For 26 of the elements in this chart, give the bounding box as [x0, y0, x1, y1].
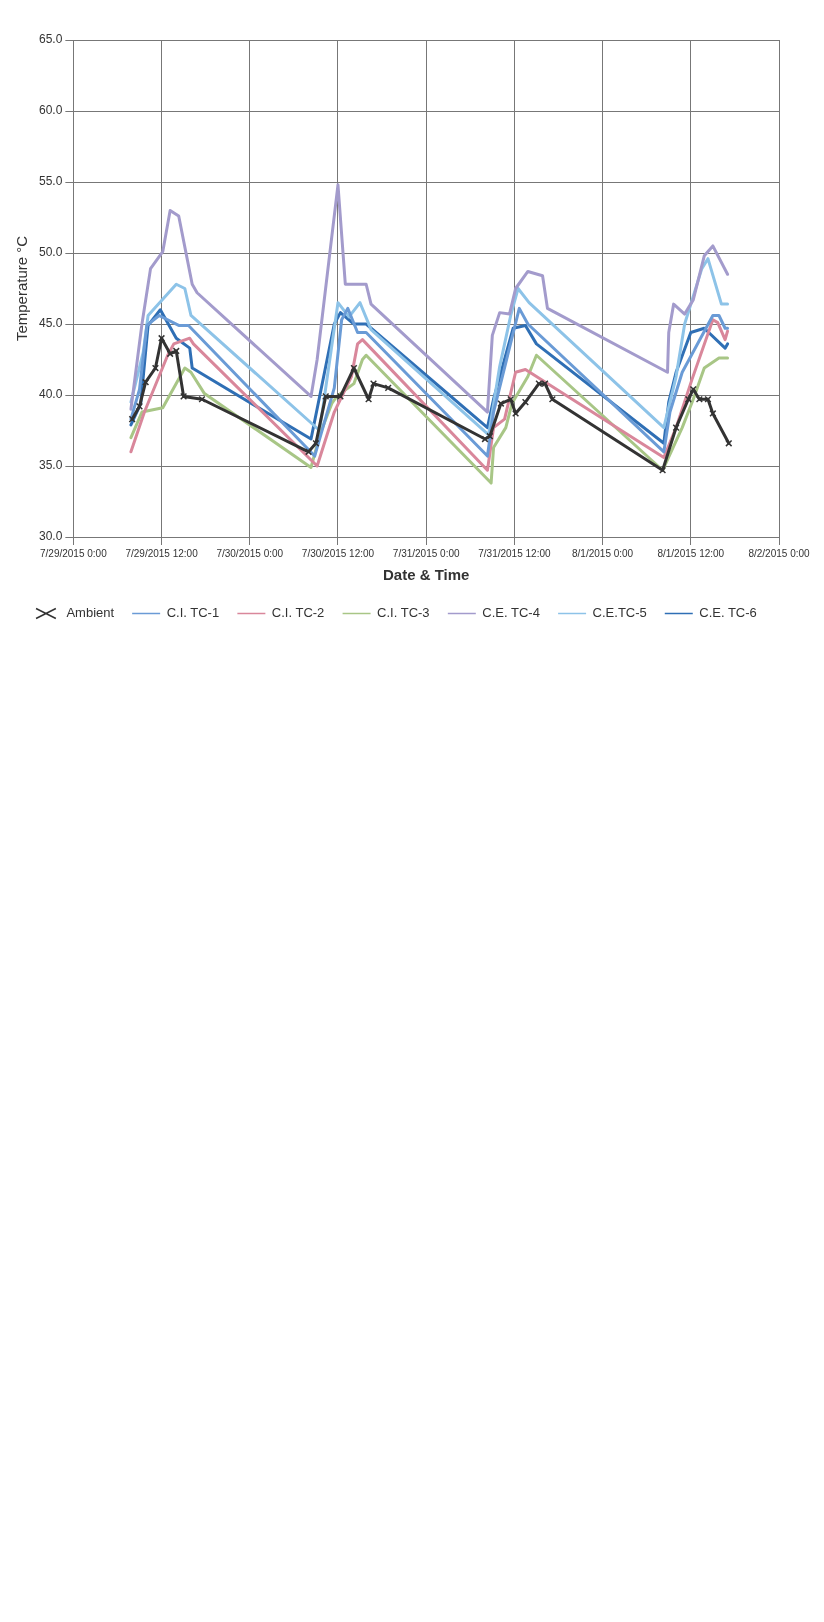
y-tick-label: 65.0 — [39, 32, 63, 47]
y-tick-label: 45.0 — [39, 316, 63, 331]
y-tick-label: 35.0 — [39, 458, 63, 473]
x-axis-title: Date & Time — [382, 566, 470, 584]
x-tick-label: 7/31/2015 12:00 — [478, 547, 551, 559]
legend-label: C.I. TC-3 — [377, 605, 430, 621]
x-tick-label: 8/2/2015 0:00 — [748, 547, 811, 559]
x-tick-label: 7/31/2015 0:00 — [392, 547, 460, 559]
legend-label: C.E. TC-6 — [699, 605, 757, 621]
x-tick-label: 7/30/2015 0:00 — [216, 547, 284, 559]
x-tick-label: 7/29/2015 12:00 — [125, 547, 199, 559]
legend-label: C.E. TC-4 — [482, 605, 540, 621]
y-tick-label: 55.0 — [39, 174, 63, 189]
y-tick-label: 40.0 — [39, 387, 63, 402]
legend-label: Ambient — [66, 605, 115, 621]
x-tick-label: 7/29/2015 0:00 — [39, 547, 108, 559]
legend-label: C.E.TC-5 — [592, 605, 647, 621]
x-tick-label: 8/1/2015 0:00 — [572, 547, 634, 559]
y-tick-label: 60.0 — [39, 103, 63, 118]
legend-label: C.I. TC-1 — [166, 605, 220, 621]
y-tick-label: 30.0 — [39, 529, 63, 544]
x-tick-label: 8/1/2015 12:00 — [657, 547, 725, 559]
y-tick-label: 50.0 — [39, 245, 63, 260]
y-axis-title: Temperature °C — [13, 235, 31, 342]
legend-label: C.I. TC-2 — [271, 605, 325, 621]
x-tick-label: 7/30/2015 12:00 — [301, 547, 375, 559]
